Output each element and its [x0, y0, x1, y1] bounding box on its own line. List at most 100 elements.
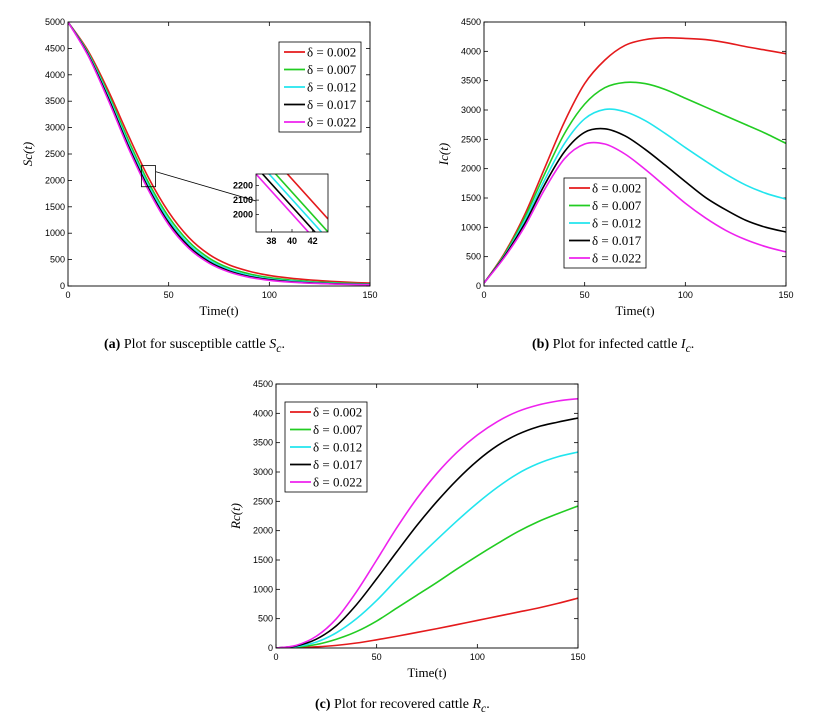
legend-entry-4: δ = 0.017	[313, 457, 363, 472]
y-tick-label: 4000	[45, 70, 65, 80]
caption-b-text: Plot for infected cattle	[552, 337, 678, 352]
series-line-4	[484, 127, 786, 284]
inset-x-tick-label: 38	[266, 236, 276, 246]
y-tick-label: 3500	[253, 438, 273, 448]
caption-a-symbol: S	[269, 337, 277, 352]
caption-a-sub: c	[276, 341, 282, 355]
legend-entry-5: δ = 0.022	[307, 115, 356, 130]
y-tick-label: 2500	[461, 134, 481, 144]
caption-a: (a) Plot for susceptible cattle Sc.	[104, 337, 285, 355]
legend-entry-2: δ = 0.007	[592, 198, 642, 213]
y-tick-label: 2000	[461, 164, 481, 174]
caption-c-sub: c	[481, 701, 487, 715]
x-tick-label: 0	[65, 290, 70, 300]
legend-entry-4: δ = 0.017	[307, 97, 357, 112]
series-line-5	[484, 141, 786, 284]
y-tick-label: 500	[50, 255, 65, 265]
legend-entry-2: δ = 0.007	[307, 62, 357, 77]
inset-lines	[256, 174, 328, 232]
y-tick-label: 1000	[45, 228, 65, 238]
x-axis-label: Time(t)	[615, 303, 654, 318]
series-line-3	[276, 451, 578, 648]
y-tick-label: 1500	[45, 202, 65, 212]
y-tick-label: 4000	[461, 46, 481, 56]
x-tick-label: 150	[570, 652, 585, 662]
y-axis-label: Sc(t)	[20, 142, 35, 167]
inset-line-5	[256, 174, 310, 232]
series-group	[68, 22, 370, 286]
inset-bg	[256, 174, 328, 232]
caption-c-tag: (c)	[315, 697, 331, 712]
y-tick-label: 3000	[461, 105, 481, 115]
axes-frame	[483, 21, 787, 287]
x-tick-label: 100	[262, 290, 277, 300]
caption-b-tag: (b)	[532, 337, 550, 352]
y-tick-label: 5000	[45, 17, 65, 27]
y-tick-label: 2500	[45, 149, 65, 159]
inset-y-tick-label: 2000	[233, 210, 253, 220]
y-tick-label: 4500	[45, 43, 65, 53]
y-tick-label: 3000	[45, 123, 65, 133]
y-tick-label: 1500	[253, 555, 273, 565]
series-line-1	[276, 597, 578, 648]
legend-entry-3: δ = 0.012	[592, 216, 641, 231]
legend-entry-4: δ = 0.017	[592, 233, 642, 248]
plot-infected: 0 500 1000 1500 2000 2500 3000 3500 4000 4500 0 50 1…	[436, 17, 794, 318]
x-tick-label: 0	[481, 290, 486, 300]
caption-b: (b) Plot for infected cattle Ic.	[532, 337, 695, 355]
y-axis-label: Rc(t)	[228, 503, 243, 530]
axes-frame	[67, 21, 371, 287]
series-line-2	[276, 505, 578, 648]
series-line-5	[68, 22, 370, 286]
inset-y-tick-label: 2100	[233, 195, 253, 205]
series-group	[484, 36, 786, 284]
inset-line-4	[261, 174, 316, 232]
series-line-2	[484, 81, 786, 284]
legend-entry-5: δ = 0.022	[313, 475, 362, 490]
y-tick-label: 500	[466, 252, 481, 262]
axes-frame	[275, 383, 579, 649]
y-tick-label: 500	[258, 614, 273, 624]
y-tick-label: 2500	[253, 496, 273, 506]
y-tick-label: 4500	[461, 17, 481, 27]
y-axis-label: Ic(t)	[436, 143, 451, 166]
y-tick-label: 1000	[253, 584, 273, 594]
caption-a-text: Plot for susceptible cattle	[123, 337, 266, 352]
inset-y-tick-label: 2200	[233, 181, 253, 191]
legend-entry-3: δ = 0.012	[307, 80, 356, 95]
x-axis-label: Time(t)	[199, 303, 238, 318]
legend-entry-1: δ = 0.002	[307, 45, 356, 60]
x-tick-label: 100	[470, 652, 485, 662]
plot-susceptible: 0 500 1000 1500 2000 2500 3000 3500 4000 4500 5000…	[20, 17, 378, 318]
y-tick-label: 2000	[45, 175, 65, 185]
inset-line-3	[268, 174, 323, 232]
caption-b-symbol: I	[680, 337, 686, 352]
y-tick-label: 2000	[253, 526, 273, 536]
zoom-connector	[155, 171, 257, 202]
x-tick-label: 50	[164, 290, 174, 300]
caption-c-text: Plot for recovered cattle	[334, 697, 469, 712]
legend-entry-3: δ = 0.012	[313, 440, 362, 455]
y-tick-label: 3500	[461, 76, 481, 86]
y-tick-label: 4000	[253, 408, 273, 418]
x-tick-label: 150	[362, 290, 377, 300]
plot-recovered: 0 500 1000 1500 2000 2500 3000 3500 4000 4500 0 50 1…	[228, 379, 586, 680]
series-group	[276, 397, 578, 648]
x-tick-label: 50	[580, 290, 590, 300]
caption-c-symbol: R	[472, 697, 481, 712]
x-tick-label: 150	[778, 290, 793, 300]
inset-x-tick-label: 42	[308, 236, 318, 246]
legend-entry-2: δ = 0.007	[313, 422, 363, 437]
legend-entry-5: δ = 0.022	[592, 251, 641, 266]
legend-entry-1: δ = 0.002	[313, 405, 362, 420]
y-tick-label: 3500	[45, 96, 65, 106]
x-tick-label: 0	[273, 652, 278, 662]
caption-c: (c) Plot for recovered cattle Rc.	[315, 697, 490, 715]
legend-entry-1: δ = 0.002	[592, 181, 641, 196]
y-tick-label: 1000	[461, 222, 481, 232]
x-tick-label: 50	[372, 652, 382, 662]
series-line-5	[276, 397, 578, 648]
series-line-1	[68, 22, 370, 284]
y-tick-label: 1500	[461, 193, 481, 203]
inset-line-1	[286, 174, 328, 220]
